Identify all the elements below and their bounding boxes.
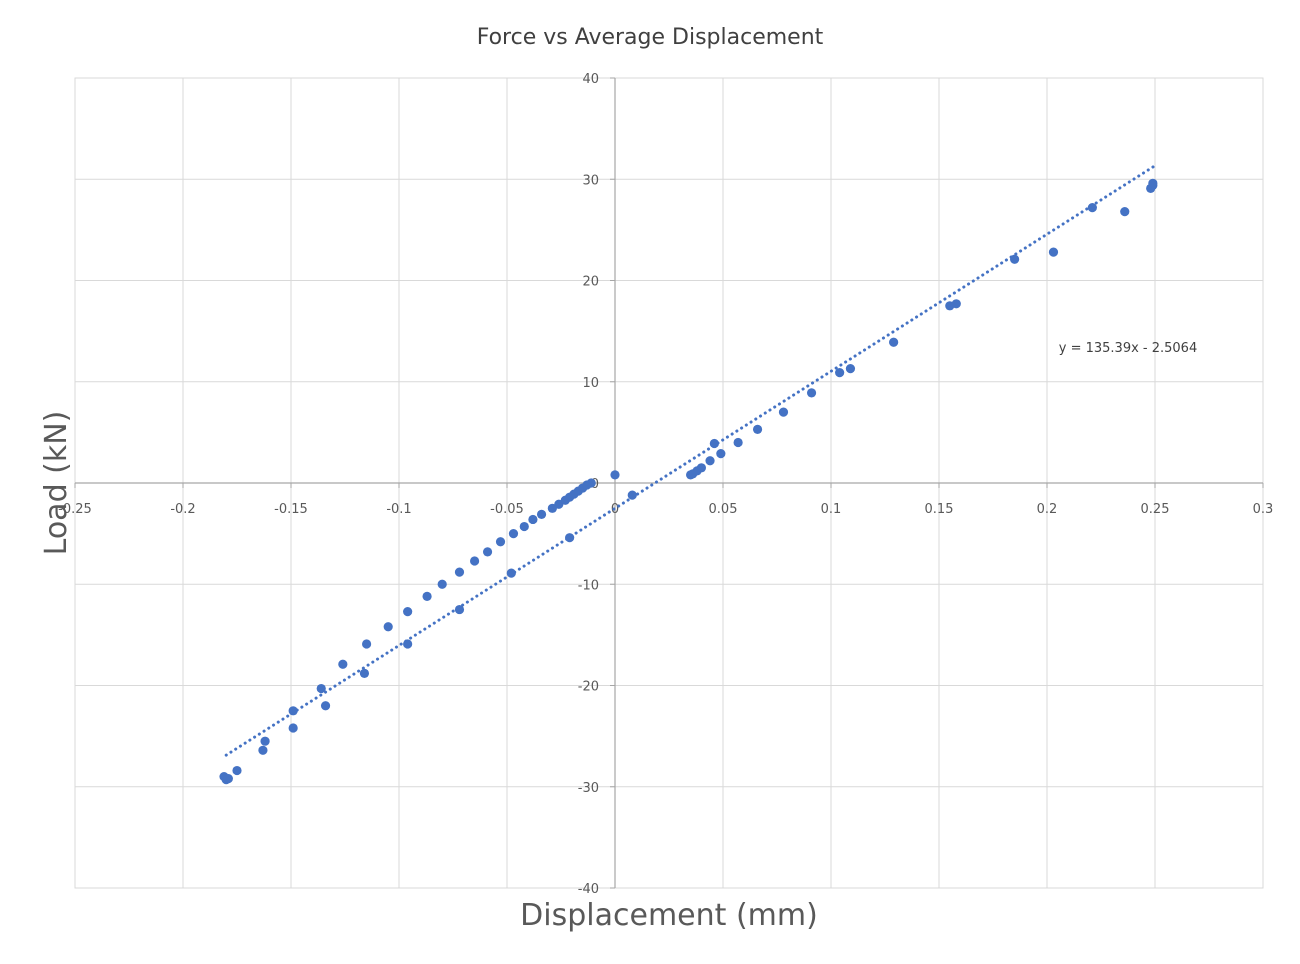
x-axis-title[interactable]: Displacement (mm)	[520, 898, 818, 933]
y-tick-label: -30	[578, 781, 599, 796]
y-tick-label: 20	[582, 275, 599, 290]
data-point[interactable]	[889, 337, 899, 347]
data-points[interactable]	[219, 178, 1158, 785]
x-tick-label: -0.05	[490, 502, 524, 517]
x-tick-label: 0.05	[709, 502, 738, 517]
data-point[interactable]	[627, 490, 637, 500]
data-point[interactable]	[403, 606, 413, 617]
data-point[interactable]	[536, 509, 547, 519]
y-tick-label: 40	[582, 72, 599, 87]
data-point[interactable]	[778, 407, 789, 417]
x-tick-label: 0.2	[1037, 502, 1058, 517]
data-point[interactable]	[470, 556, 480, 566]
data-point[interactable]	[454, 567, 465, 577]
data-point[interactable]	[508, 529, 519, 539]
data-point[interactable]	[716, 449, 726, 459]
y-tick-labels: -40-30-20-10010203040	[578, 72, 599, 897]
data-point[interactable]	[422, 591, 432, 602]
data-point[interactable]	[383, 622, 393, 632]
trendline[interactable]	[224, 164, 1157, 757]
data-point[interactable]	[362, 639, 372, 649]
data-point[interactable]	[359, 668, 370, 678]
trendline-path[interactable]	[224, 164, 1157, 757]
data-point[interactable]	[528, 514, 538, 525]
data-point[interactable]	[495, 537, 506, 547]
data-point[interactable]	[232, 765, 242, 776]
data-point[interactable]	[696, 463, 707, 473]
data-point[interactable]	[258, 745, 268, 755]
chart-title[interactable]: Force vs Average Displacement	[477, 25, 824, 50]
data-point[interactable]	[806, 388, 817, 398]
data-point[interactable]	[1087, 203, 1097, 213]
x-tick-label: 0.1	[821, 502, 842, 517]
data-point[interactable]	[1120, 207, 1130, 217]
data-point[interactable]	[316, 683, 326, 694]
data-point[interactable]	[951, 299, 961, 309]
data-point[interactable]	[565, 533, 575, 543]
x-tick-label: -0.25	[58, 502, 92, 517]
data-point[interactable]	[454, 604, 465, 615]
y-tick-label: -40	[578, 882, 599, 897]
x-tick-label: 0.15	[925, 502, 954, 517]
data-point[interactable]	[320, 701, 331, 711]
data-point[interactable]	[752, 424, 763, 434]
x-tick-labels: -0.25-0.2-0.15-0.1-0.0500.050.10.150.20.…	[58, 502, 1273, 517]
axes	[74, 77, 1264, 889]
data-point[interactable]	[586, 478, 596, 488]
data-point[interactable]	[223, 774, 233, 784]
data-point[interactable]	[506, 568, 516, 578]
data-point[interactable]	[403, 639, 413, 649]
x-tick-label: -0.2	[170, 502, 195, 517]
y-tick-label: -20	[578, 680, 599, 695]
x-tick-label: -0.1	[386, 502, 411, 517]
data-point[interactable]	[288, 723, 298, 733]
data-point[interactable]	[1010, 254, 1020, 264]
data-point[interactable]	[705, 456, 715, 466]
data-point[interactable]	[610, 470, 620, 480]
data-point[interactable]	[1048, 247, 1059, 257]
y-axis-title[interactable]: Load (kN)	[39, 411, 74, 556]
data-point[interactable]	[845, 363, 856, 374]
x-tick-label: -0.15	[274, 502, 308, 517]
data-point[interactable]	[709, 438, 719, 449]
data-point[interactable]	[519, 521, 529, 532]
y-tick-label: -10	[578, 578, 599, 593]
data-point[interactable]	[733, 437, 743, 448]
data-point[interactable]	[260, 736, 270, 746]
data-point[interactable]	[338, 659, 348, 669]
y-tick-label: 30	[582, 173, 599, 188]
x-tick-label: 0.25	[1141, 502, 1170, 517]
data-point[interactable]	[437, 579, 447, 589]
data-point[interactable]	[1148, 178, 1158, 188]
data-point[interactable]	[835, 368, 845, 378]
y-tick-label: 10	[582, 376, 599, 391]
data-point[interactable]	[482, 547, 493, 557]
x-tick-label: 0.3	[1253, 502, 1274, 517]
data-point[interactable]	[288, 706, 298, 716]
trendline-equation-label[interactable]: y = 135.39x - 2.5064	[1059, 341, 1197, 356]
